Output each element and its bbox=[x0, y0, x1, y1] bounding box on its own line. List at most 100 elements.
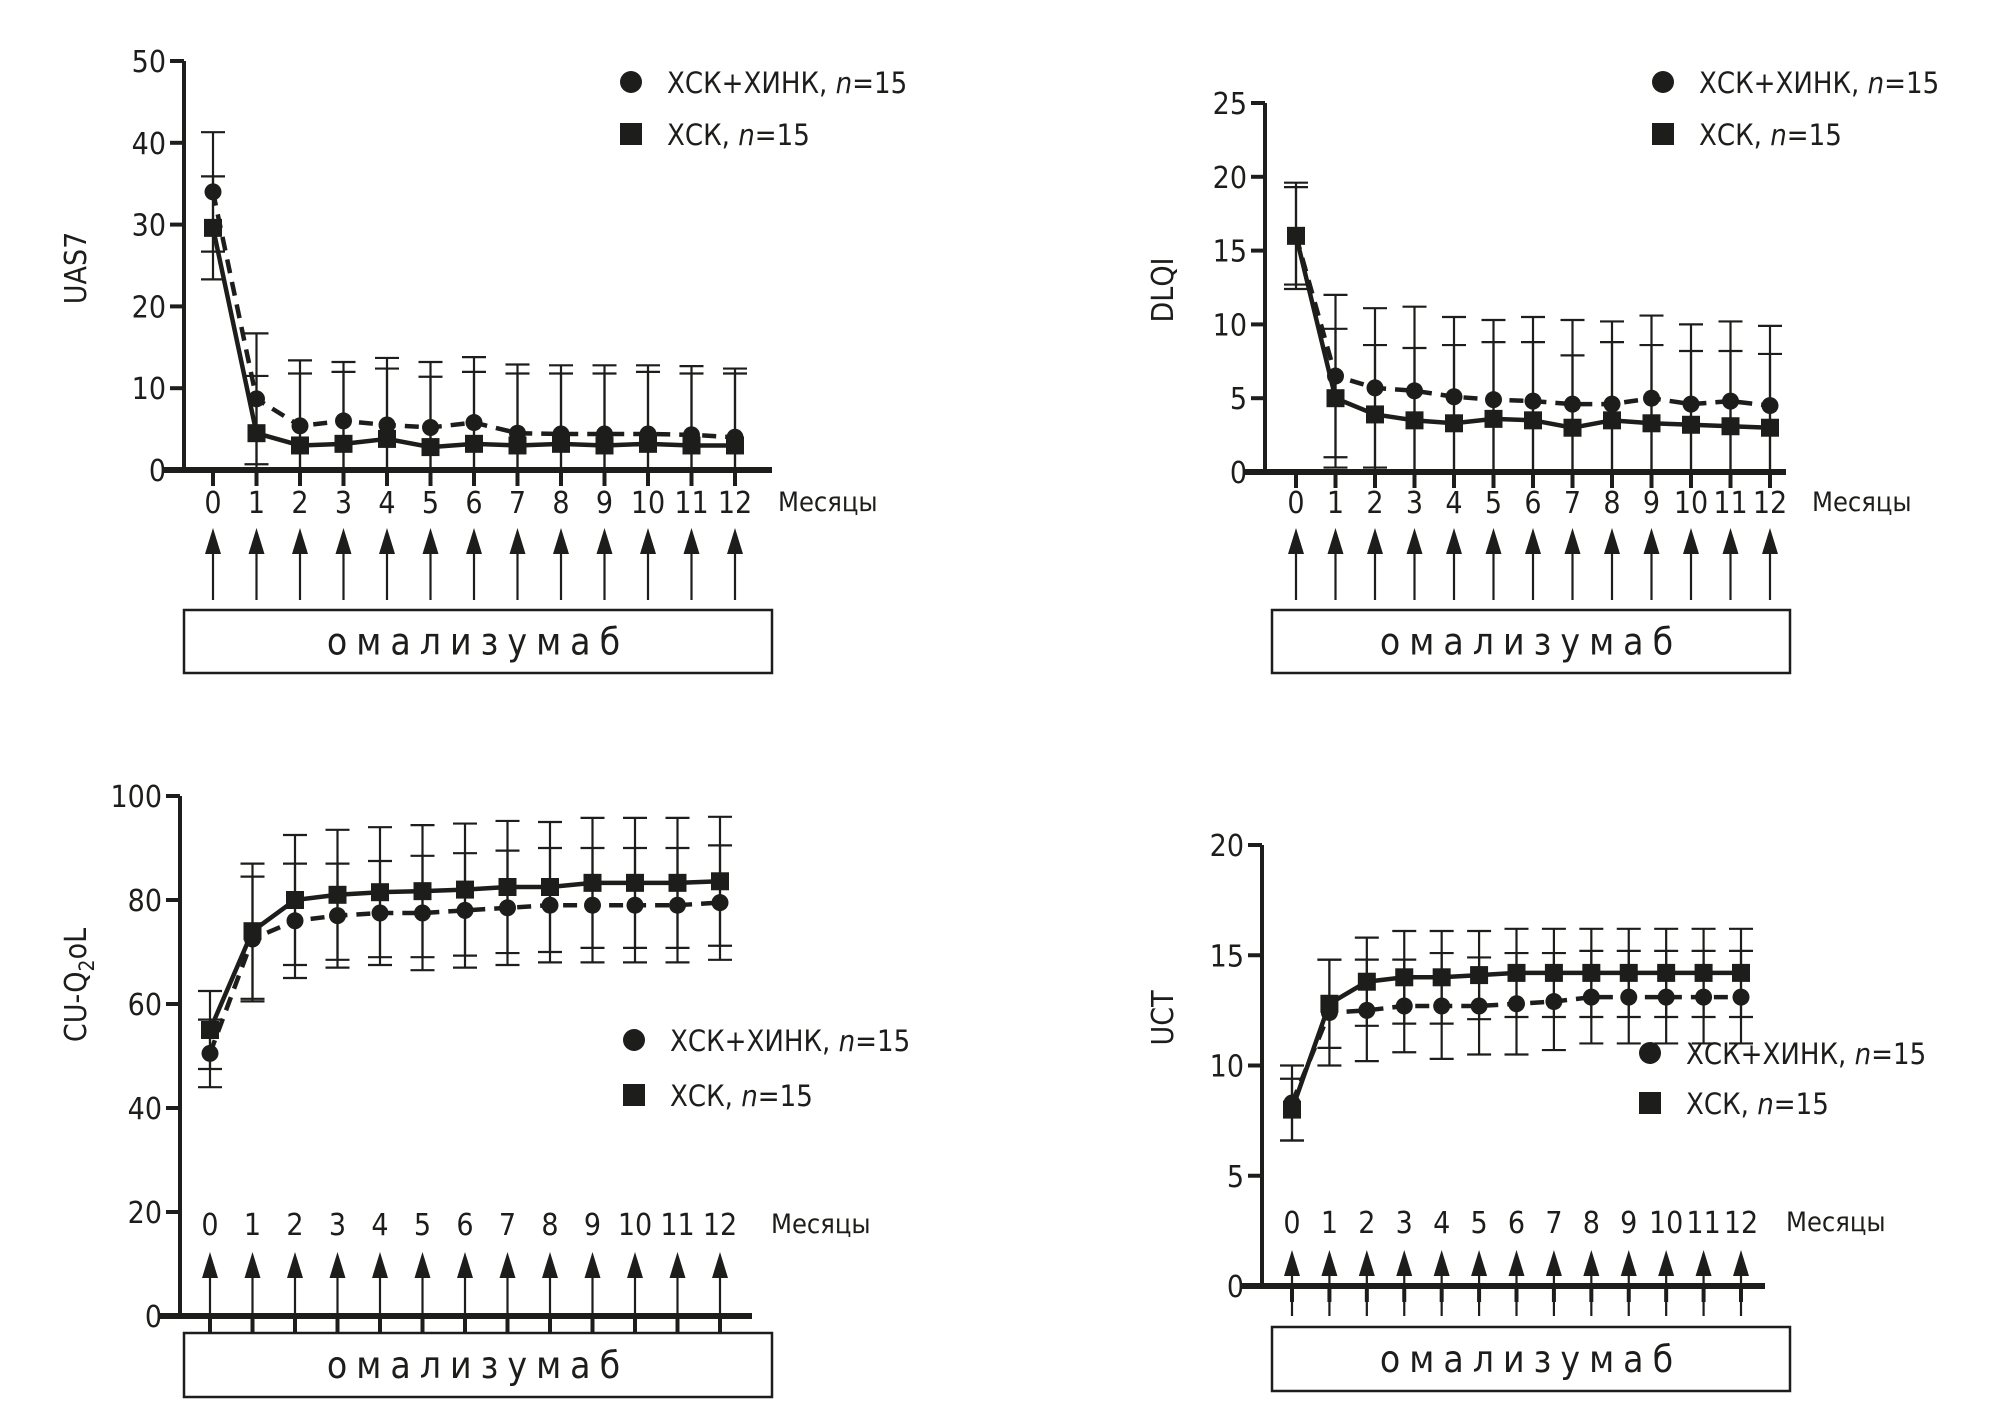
y-tick-label: 60 bbox=[128, 988, 162, 1023]
data-point-square bbox=[1484, 409, 1503, 428]
y-axis-title-tail: oL bbox=[59, 928, 94, 960]
data-point-square bbox=[1445, 414, 1463, 433]
arrow-up-icon bbox=[244, 1252, 261, 1278]
square-marker-icon bbox=[620, 123, 642, 145]
x-tick-label: 6 bbox=[465, 486, 482, 521]
data-point-square bbox=[626, 873, 644, 892]
y-tick-label: 10 bbox=[132, 372, 166, 407]
drug-box bbox=[1270, 608, 1792, 675]
x-tick-label: 5 bbox=[1485, 486, 1502, 521]
data-point-square bbox=[508, 436, 527, 455]
x-tick-label: 9 bbox=[1643, 486, 1660, 521]
x-tick-label: 3 bbox=[1396, 1206, 1413, 1241]
series-xsk bbox=[1280, 927, 1753, 1142]
drug-box bbox=[182, 1331, 774, 1399]
drug-label: омализумаб bbox=[1380, 621, 1682, 664]
data-point-square bbox=[1682, 415, 1700, 434]
arrow-up-icon bbox=[1446, 528, 1462, 554]
arrow-up-icon bbox=[1564, 528, 1581, 554]
legend-n-value: =15 bbox=[852, 66, 907, 100]
data-point-square bbox=[1507, 963, 1526, 982]
x-tick-label: 12 bbox=[703, 1208, 737, 1243]
arrow-up-icon bbox=[1604, 528, 1620, 554]
legend-n-value: =15 bbox=[755, 118, 810, 152]
x-tick-label: 11 bbox=[674, 486, 708, 521]
arrow-up-icon bbox=[329, 1252, 346, 1278]
drug-label: омализумаб bbox=[327, 1344, 629, 1387]
x-axis-title: Месяцы bbox=[1812, 487, 1912, 518]
arrow-up-icon bbox=[1722, 528, 1739, 554]
arrow-up-icon bbox=[1508, 1250, 1525, 1276]
x-tick-label: 11 bbox=[1686, 1206, 1720, 1241]
legend-n-value: =15 bbox=[1787, 118, 1842, 152]
x-axis-title: Месяцы bbox=[778, 487, 878, 518]
y-tick-label: 0 bbox=[149, 454, 166, 489]
arrow-up-icon bbox=[712, 1252, 728, 1278]
arrow-up-icon bbox=[1284, 1250, 1300, 1276]
y-tick-label: 15 bbox=[1213, 235, 1247, 270]
data-point-square bbox=[465, 434, 483, 453]
x-tick-label: 9 bbox=[584, 1208, 601, 1243]
y-axis-title: DLQI bbox=[1146, 257, 1181, 322]
data-point-square bbox=[541, 878, 559, 896]
legend-label: ХСК+ХИНК, n=15 bbox=[670, 1024, 910, 1058]
legend-label: ХСК, n=15 bbox=[1686, 1087, 1829, 1121]
y-tick-label: 10 bbox=[1210, 1050, 1244, 1085]
arrow-up-icon bbox=[287, 1252, 303, 1278]
x-tick-label: 2 bbox=[1358, 1206, 1375, 1241]
legend-n-value: =15 bbox=[1884, 66, 1939, 100]
arrow-up-icon bbox=[248, 528, 265, 554]
legend-item: ХСК, n=15 bbox=[1652, 118, 1842, 152]
arrow-up-icon bbox=[422, 528, 439, 554]
x-tick-label: 7 bbox=[499, 1208, 516, 1243]
legend-n-symbol: n bbox=[738, 118, 755, 152]
x-tick-label: 10 bbox=[618, 1208, 652, 1243]
series-xsk bbox=[1284, 186, 1782, 472]
drug-label: омализумаб bbox=[1380, 1338, 1682, 1381]
arrow-up-icon bbox=[1643, 528, 1660, 554]
x-tick-label: 0 bbox=[204, 486, 221, 521]
x-tick-label: 4 bbox=[1445, 486, 1462, 521]
legend-label: ХСК+ХИНК, n=15 bbox=[667, 66, 907, 100]
x-tick-label: 1 bbox=[248, 486, 265, 521]
data-point-square bbox=[243, 922, 262, 941]
arrow-up-icon bbox=[1695, 1250, 1712, 1276]
legend-item: ХСК, n=15 bbox=[1639, 1087, 1829, 1121]
x-tick-label: 0 bbox=[201, 1208, 218, 1243]
legend-n-value: =15 bbox=[1871, 1037, 1926, 1071]
y-tick-label: 0 bbox=[145, 1300, 162, 1335]
y-tick-label: 15 bbox=[1210, 939, 1244, 974]
legend-n-symbol: n bbox=[1757, 1087, 1774, 1121]
x-tick-label: 1 bbox=[1327, 486, 1344, 521]
legend-item: ХСК+ХИНК, n=15 bbox=[623, 1024, 910, 1058]
data-point-square bbox=[1405, 411, 1424, 430]
x-tick-label: 11 bbox=[660, 1208, 694, 1243]
arrow-up-icon bbox=[1367, 528, 1383, 554]
arrow-up-icon bbox=[1485, 528, 1502, 554]
arrow-up-icon bbox=[1471, 1250, 1488, 1276]
arrow-up-icon bbox=[553, 528, 569, 554]
y-axis-title: UCT bbox=[1146, 990, 1181, 1046]
arrow-up-icon bbox=[202, 1252, 218, 1278]
square-marker-icon bbox=[1639, 1092, 1661, 1114]
data-point-square bbox=[1657, 963, 1676, 982]
data-point-square bbox=[726, 436, 744, 455]
x-axis-title: Месяцы bbox=[1786, 1207, 1886, 1238]
legend-item: ХСК+ХИНК, n=15 bbox=[1639, 1037, 1926, 1071]
x-tick-label: 2 bbox=[286, 1208, 303, 1243]
data-point-square bbox=[1357, 972, 1376, 991]
data-point-square bbox=[378, 429, 396, 448]
arrow-up-icon bbox=[1658, 1250, 1675, 1276]
x-tick-label: 12 bbox=[1753, 486, 1787, 521]
data-point-square bbox=[1470, 966, 1489, 985]
x-tick-label: 6 bbox=[1524, 486, 1541, 521]
data-point-square bbox=[1544, 963, 1563, 982]
arrow-up-icon bbox=[499, 1252, 516, 1278]
x-tick-label: 9 bbox=[596, 486, 613, 521]
data-point-square bbox=[247, 424, 266, 443]
legend-item: ХСК+ХИНК, n=15 bbox=[1652, 66, 1939, 100]
x-tick-label: 3 bbox=[329, 1208, 346, 1243]
x-tick-label: 12 bbox=[1724, 1206, 1758, 1241]
